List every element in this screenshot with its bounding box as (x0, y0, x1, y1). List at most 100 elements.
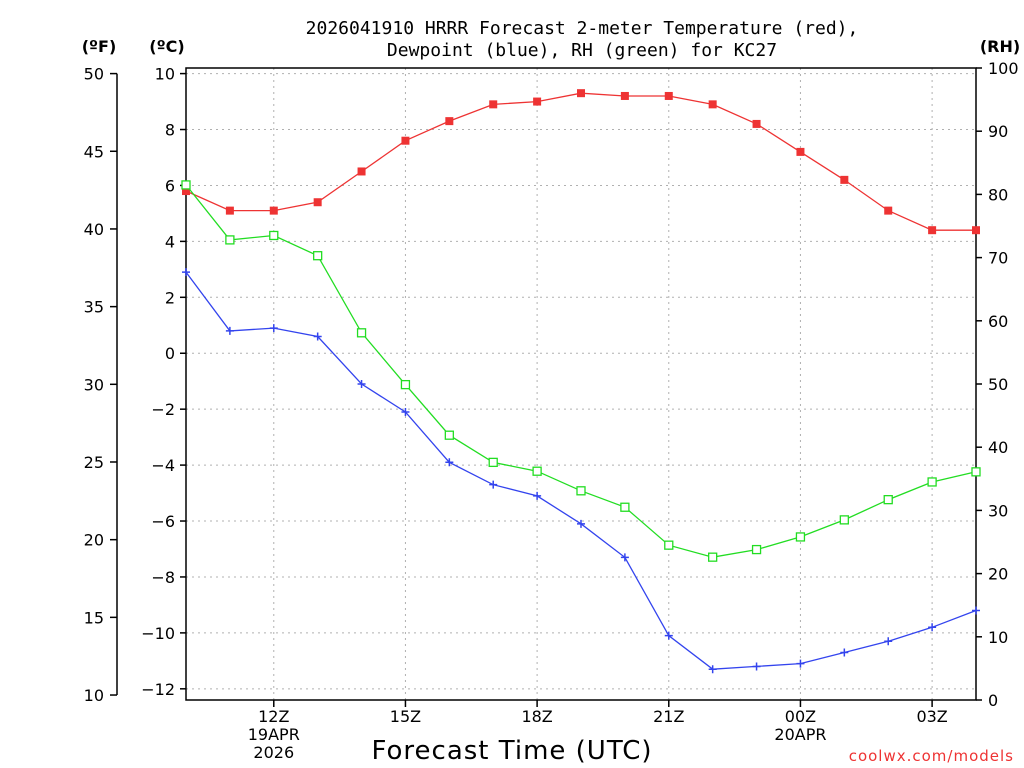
x-tick-label: 20APR (774, 725, 826, 744)
celsius-tick-label: −8 (151, 568, 175, 587)
data-point-dewpoint (225, 326, 234, 335)
data-point-dewpoint (533, 491, 542, 500)
data-point-temperature (313, 198, 322, 207)
data-point-rh (269, 230, 279, 241)
fahrenheit-axis: 50 45 40 35 30 25 20 15 10 (84, 65, 118, 705)
rh-tick-label: 80 (988, 185, 1008, 204)
data-point-dewpoint (664, 631, 673, 640)
data-point-dewpoint (357, 380, 366, 388)
fahrenheit-tick-label: 35 (84, 298, 104, 317)
data-point-rh (620, 502, 630, 512)
data-point-dewpoint (577, 519, 585, 528)
data-point-rh (751, 544, 762, 555)
data-point-dewpoint (796, 659, 805, 668)
x-tick-label: 03Z (916, 707, 947, 726)
plot-frame (185, 67, 977, 701)
data-point-temperature (752, 119, 761, 128)
data-point-dewpoint (884, 637, 893, 646)
data-point-rh (400, 379, 411, 390)
fahrenheit-tick-label: 30 (84, 375, 104, 394)
celsius-tick-label: −2 (151, 400, 175, 419)
data-point-dewpoint (445, 458, 454, 467)
data-point-dewpoint (489, 480, 498, 489)
data-point-temperature (620, 91, 629, 100)
x-tick-label: 19APR (248, 725, 300, 744)
data-point-temperature (884, 206, 893, 215)
data-point-dewpoint (401, 407, 410, 416)
rh-tick-label: 0 (988, 691, 998, 710)
celsius-tick-label: 2 (165, 288, 175, 307)
x-tick-label: 15Z (390, 707, 421, 726)
data-point-dewpoint (269, 324, 278, 333)
data-point-rh (313, 251, 323, 261)
rh-tick-label: 20 (988, 565, 1008, 584)
chart-title-line-1: 2026041910 HRRR Forecast 2-meter Tempera… (306, 18, 859, 39)
fahrenheit-unit-label: (ºF) (82, 37, 117, 56)
rh-tick-label: 100 (988, 59, 1019, 78)
x-axis-title: Forecast Time (UTC) (371, 736, 652, 766)
fahrenheit-tick-label: 40 (84, 220, 104, 239)
series-line-temperature (185, 92, 976, 231)
fahrenheit-tick-label: 20 (84, 531, 104, 550)
data-point-temperature (357, 167, 366, 176)
celsius-tick-label: 6 (165, 176, 175, 195)
celsius-tick-label: 0 (165, 344, 175, 363)
celsius-tick-label: −6 (151, 512, 175, 531)
data-point-temperature (840, 175, 849, 184)
x-tick-label: 21Z (653, 707, 684, 726)
celsius-tick-label: −4 (151, 456, 175, 475)
data-point-temperature (708, 100, 717, 109)
data-point-temperature (796, 147, 805, 156)
celsius-tick-label: −10 (141, 624, 175, 643)
fahrenheit-tick-label: 25 (84, 453, 104, 472)
data-point-dewpoint (708, 665, 717, 674)
rh-tick-label: 30 (988, 501, 1008, 520)
rh-unit-label: (RH) (980, 37, 1020, 56)
data-point-dewpoint (182, 268, 190, 277)
x-tick-label: 00Z (785, 707, 816, 726)
rh-tick-label: 10 (988, 628, 1008, 647)
celsius-tick-label: 4 (165, 232, 175, 251)
series-line-rh (185, 184, 977, 558)
data-point-temperature (489, 100, 498, 109)
data-point-rh (356, 328, 367, 338)
celsius-tick-label: −12 (141, 680, 175, 699)
fahrenheit-tick-label: 45 (84, 142, 104, 161)
data-point-rh (444, 430, 454, 440)
series-layer (181, 89, 981, 674)
fahrenheit-tick-label: 50 (84, 65, 104, 84)
celsius-unit-label: (ºC) (149, 37, 184, 56)
data-point-temperature (664, 91, 673, 100)
data-point-dewpoint (928, 623, 937, 632)
data-point-temperature (182, 187, 190, 196)
data-point-dewpoint (313, 332, 322, 341)
data-point-rh (927, 477, 937, 487)
data-point-rh (488, 457, 498, 468)
data-point-rh (708, 552, 718, 562)
data-point-rh (971, 467, 981, 477)
fahrenheit-tick-label: 15 (84, 608, 104, 627)
rh-tick-label: 60 (988, 312, 1008, 331)
data-point-temperature (533, 97, 542, 106)
grid-layer (186, 68, 976, 700)
data-point-rh (225, 235, 235, 245)
data-point-rh (181, 180, 191, 190)
credit-text: coolwx.com/models (849, 747, 1014, 765)
data-point-dewpoint (752, 662, 761, 671)
series-line-dewpoint (185, 271, 977, 670)
data-point-temperature (928, 226, 937, 235)
data-point-rh (532, 466, 542, 476)
data-point-temperature (269, 206, 278, 215)
celsius-tick-label: 8 (165, 121, 175, 140)
data-point-dewpoint (840, 648, 849, 657)
fahrenheit-tick-label: 10 (84, 686, 104, 705)
rh-tick-label: 50 (988, 375, 1008, 394)
data-point-temperature (972, 226, 980, 235)
celsius-tick-label: 10 (155, 65, 175, 84)
data-point-rh (795, 532, 806, 542)
data-point-temperature (401, 136, 410, 145)
data-point-temperature (577, 89, 585, 98)
